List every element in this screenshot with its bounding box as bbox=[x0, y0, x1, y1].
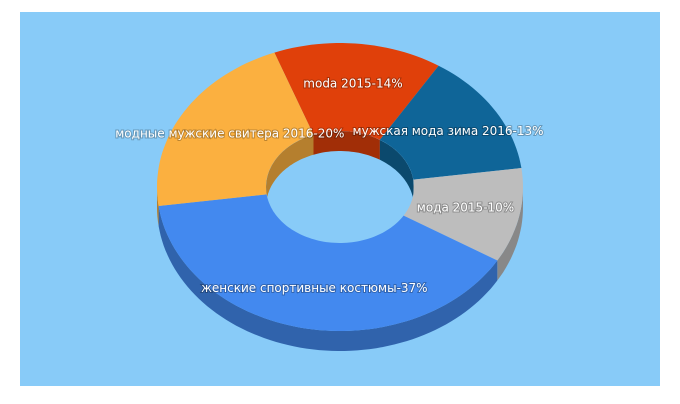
slice-label: модные мужские свитера 2016-20% bbox=[115, 127, 344, 141]
slice-side bbox=[497, 187, 523, 281]
slice-inner-wall bbox=[266, 134, 314, 207]
slice-inner-wall bbox=[379, 139, 414, 200]
slice bbox=[157, 52, 314, 206]
slice-label: moda 2015-14% bbox=[303, 76, 402, 90]
slice-label: мужская мода зима 2016-13% bbox=[353, 124, 544, 138]
slice-side bbox=[158, 206, 498, 351]
slice-label: мода 2015-10% bbox=[417, 200, 514, 214]
slice bbox=[379, 65, 522, 180]
slice-side bbox=[157, 187, 159, 226]
slice bbox=[158, 194, 498, 331]
slice-label: женские спортивные костюмы-37% bbox=[201, 281, 427, 295]
slice-inner-wall bbox=[313, 131, 380, 160]
slice bbox=[274, 43, 439, 140]
plot: moda 2015-14% мужская мода зима 2016-13% м… bbox=[114, 43, 545, 351]
slice bbox=[403, 168, 523, 261]
